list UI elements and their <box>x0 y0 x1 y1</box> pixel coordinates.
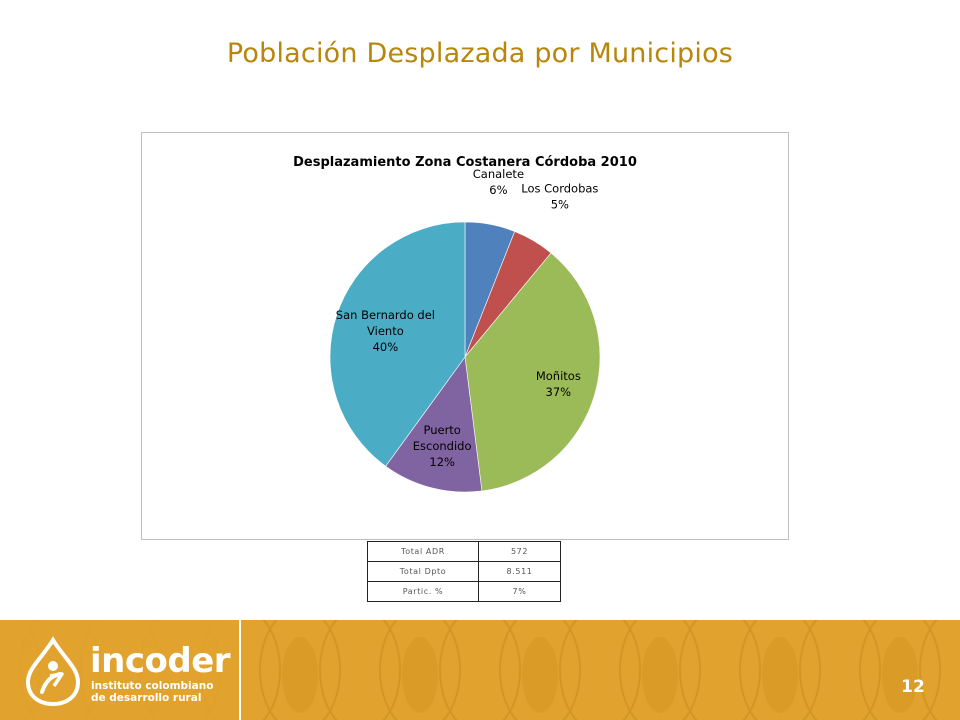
pie-slice-puerto-escondido <box>385 356 483 493</box>
total-adr-value: 572 <box>478 541 561 562</box>
table-row: Total ADR 572 <box>367 541 561 562</box>
brand-wordmark: incoder <box>90 641 231 681</box>
page-number: 12 <box>901 677 925 697</box>
slide-title: Población Desplazada por Municipios <box>226 38 734 69</box>
pie-slice-san-bernardo-del-viento <box>329 221 466 467</box>
footer-drop-pattern <box>0 620 941 720</box>
total-adr-label: Total ADR <box>367 541 479 562</box>
total-dpto-value: 8.511 <box>478 561 561 582</box>
total-dpto-label: Total Dpto <box>367 561 479 582</box>
summary-table: Total ADR 572 Total Dpto 8.511 Partic. %… <box>367 541 561 602</box>
table-row: Total Dpto 8.511 <box>367 561 561 582</box>
pie-chart-svg: Desplazamiento Zona Costanera Córdoba 20… <box>293 155 637 493</box>
data-label-puerto-escondido: Puerto Escondido 12% <box>413 423 472 469</box>
table-row: Partic. % 7% <box>367 581 561 602</box>
data-label-los-cordobas: Los Cordobas 5% <box>521 182 598 212</box>
incoder-logo-icon <box>25 636 81 707</box>
data-label-moñitos: Moñitos 37% <box>536 369 581 399</box>
data-label-san-bernardo-del-viento: San Bernardo del Viento 40% <box>336 308 435 354</box>
partic-label: Partic. % <box>367 581 479 602</box>
chart-title: Desplazamiento Zona Costanera Córdoba 20… <box>293 155 637 170</box>
data-label-canalete: Canalete 6% <box>473 167 524 197</box>
logo-divider <box>239 620 241 720</box>
partic-value: 7% <box>478 581 561 602</box>
footer-banner: incoder instituto colombiano de desarrol… <box>0 620 960 720</box>
pie-chart: Desplazamiento Zona Costanera Córdoba 20… <box>141 132 789 540</box>
brand-tagline: instituto colombiano de desarrollo rural <box>91 680 214 704</box>
pie-slice-moñitos <box>464 252 601 492</box>
